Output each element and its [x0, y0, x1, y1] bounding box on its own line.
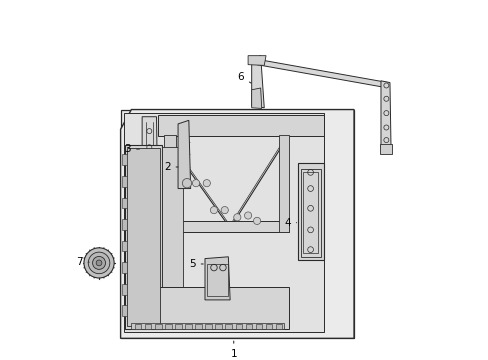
Text: 1: 1: [230, 341, 237, 359]
Circle shape: [84, 248, 114, 278]
Circle shape: [192, 180, 199, 187]
Circle shape: [233, 214, 241, 221]
Polygon shape: [185, 324, 191, 329]
Polygon shape: [122, 262, 127, 273]
Circle shape: [88, 252, 110, 274]
Circle shape: [210, 207, 217, 214]
Circle shape: [182, 179, 191, 188]
Polygon shape: [275, 324, 282, 329]
Polygon shape: [162, 221, 289, 231]
Circle shape: [244, 212, 251, 219]
Polygon shape: [255, 324, 262, 329]
Polygon shape: [175, 324, 181, 329]
Polygon shape: [225, 324, 231, 329]
Polygon shape: [158, 115, 323, 136]
Polygon shape: [163, 135, 176, 231]
Text: 4: 4: [284, 218, 296, 228]
Polygon shape: [245, 324, 251, 329]
Circle shape: [203, 180, 210, 187]
Polygon shape: [162, 147, 183, 287]
Polygon shape: [251, 88, 261, 108]
Bar: [126, 148, 160, 326]
Polygon shape: [142, 189, 151, 199]
Circle shape: [221, 207, 228, 214]
Polygon shape: [125, 287, 289, 329]
Polygon shape: [135, 324, 141, 329]
Polygon shape: [122, 176, 127, 187]
Polygon shape: [195, 324, 202, 329]
Polygon shape: [122, 219, 127, 230]
Text: 7: 7: [76, 257, 89, 267]
Polygon shape: [257, 59, 387, 88]
Polygon shape: [122, 240, 127, 251]
Polygon shape: [235, 324, 242, 329]
Text: 3: 3: [124, 144, 139, 154]
Text: 6: 6: [237, 72, 250, 83]
Polygon shape: [251, 56, 264, 108]
Polygon shape: [278, 135, 289, 231]
Polygon shape: [122, 305, 127, 316]
Polygon shape: [380, 81, 390, 149]
Polygon shape: [125, 145, 162, 329]
Polygon shape: [121, 109, 353, 338]
Polygon shape: [145, 324, 151, 329]
Polygon shape: [165, 324, 171, 329]
Circle shape: [96, 260, 102, 266]
Text: 5: 5: [189, 259, 203, 269]
Polygon shape: [204, 257, 230, 300]
Polygon shape: [155, 324, 161, 329]
Polygon shape: [265, 324, 272, 329]
Polygon shape: [205, 324, 211, 329]
Polygon shape: [380, 144, 391, 154]
Polygon shape: [298, 163, 323, 260]
Circle shape: [92, 256, 105, 269]
Polygon shape: [215, 324, 222, 329]
Polygon shape: [124, 113, 323, 332]
Polygon shape: [178, 120, 190, 189]
Bar: [302, 172, 318, 253]
Polygon shape: [247, 56, 265, 66]
Text: 2: 2: [163, 162, 178, 172]
Polygon shape: [131, 323, 284, 329]
Polygon shape: [122, 154, 127, 165]
Polygon shape: [122, 284, 127, 294]
Circle shape: [253, 217, 260, 225]
Polygon shape: [142, 117, 157, 192]
Polygon shape: [121, 109, 353, 338]
Polygon shape: [122, 198, 127, 208]
Bar: [300, 169, 320, 257]
Bar: [206, 264, 228, 296]
